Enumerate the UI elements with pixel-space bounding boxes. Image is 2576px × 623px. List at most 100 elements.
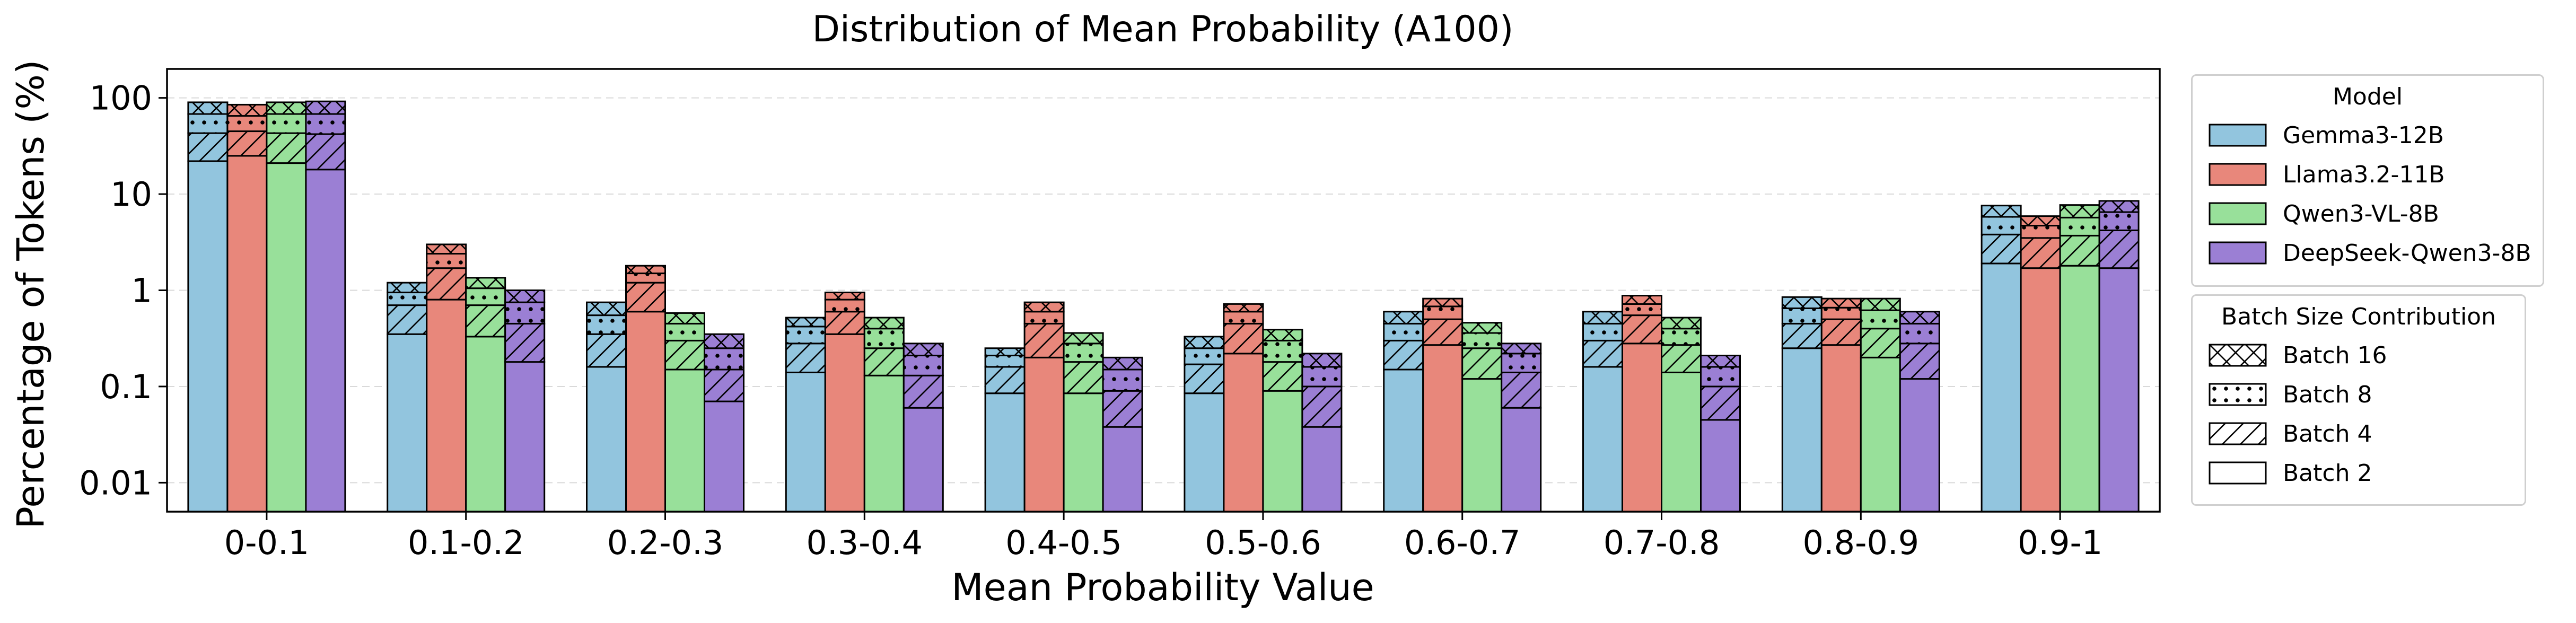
bar-segment (1301, 426, 1343, 513)
bar-segment (187, 160, 229, 513)
bar-hatch (1583, 311, 1623, 324)
bar-hatch (305, 114, 345, 134)
bar-hatch (1900, 323, 1940, 344)
bar-segment (504, 361, 546, 513)
model-legend: Model Gemma3-12B Llama3.2-11B Qwen3-VL-8B D… (2191, 74, 2544, 287)
bar-hatch (704, 369, 744, 402)
x-tick-label: 0.9-1 (2018, 523, 2102, 562)
bar-hatch (1064, 362, 1103, 393)
x-tick-label: 0.6-0.7 (1404, 523, 1521, 562)
bar-segment (1700, 419, 1741, 513)
bar-hatch (1861, 328, 1900, 358)
bar-segment (1582, 366, 1623, 513)
bar-hatch (2060, 235, 2100, 266)
bar-segment (1422, 344, 1464, 513)
bar-segment (785, 371, 826, 513)
bar-hatch (665, 313, 705, 324)
bar-segment (1860, 356, 1901, 513)
bar-hatch (786, 343, 826, 373)
bar-hatch (1782, 323, 1822, 348)
bar-hatch (466, 277, 505, 288)
bar-hatch (426, 253, 466, 268)
bar-hatch (1982, 234, 2021, 264)
batch-legend: Batch Size Contribution Batch 16 Batch 8 B… (2191, 294, 2526, 506)
bar-hatch (704, 334, 744, 348)
bar-hatch (825, 300, 865, 312)
bars (187, 100, 2140, 513)
x-tick-label: 0.1-0.2 (408, 523, 524, 562)
model-legend-title: Model (2332, 83, 2403, 110)
bar-hatch (387, 305, 427, 335)
bar-segment (305, 169, 346, 513)
bar-hatch (1184, 336, 1224, 348)
x-tick-label: 0.8-0.9 (1803, 523, 1920, 562)
bar-hatch (864, 328, 904, 348)
bar-hatch (1701, 355, 1740, 367)
legend-label: Batch 2 (2283, 459, 2372, 487)
bar-hatch (1821, 308, 1861, 320)
y-axis-label: Percentage of Tokens (%) (9, 60, 52, 529)
bar-hatch (1223, 304, 1263, 312)
bar-segment (1262, 390, 1303, 513)
model-legend-item: Llama3.2-11B (2193, 155, 2543, 194)
bar-segment (1622, 343, 1662, 513)
bar-hatch (825, 311, 865, 335)
bar-hatch (1661, 328, 1701, 345)
bar-hatch (786, 326, 826, 344)
bar-hatch (1782, 297, 1822, 309)
legend-swatch (2209, 241, 2267, 265)
bar-hatch (266, 102, 306, 115)
batch-legend-item: Batch 2 (2193, 453, 2525, 493)
bar-hatch (1423, 319, 1462, 345)
bar-hatch (2060, 205, 2100, 218)
bar-hatch (1622, 295, 1662, 304)
bar-hatch (864, 318, 904, 329)
bar-hatch (904, 355, 943, 376)
legend-swatch (2209, 344, 2267, 367)
model-legend-item: Qwen3-VL-8B (2193, 194, 2543, 233)
bar-hatch (586, 315, 626, 335)
bar-hatch (1900, 343, 1940, 379)
chart-title: Distribution of Mean Probability (A100) (812, 8, 1514, 50)
bar-hatch (1423, 306, 1462, 320)
bar-hatch (1782, 308, 1822, 324)
legend-swatch (2209, 163, 2267, 186)
x-tick-label: 0.3-0.4 (807, 523, 923, 562)
bar-segment (2020, 267, 2061, 513)
bar-hatch (1184, 364, 1224, 393)
bar-hatch (825, 292, 865, 300)
bar-hatch (1263, 329, 1302, 341)
bar-hatch (1861, 310, 1900, 329)
bar-segment (1461, 378, 1503, 513)
x-tick-label: 0.4-0.5 (1005, 523, 1122, 562)
bar-hatch (227, 104, 267, 116)
legend-swatch (2209, 202, 2267, 225)
bar-segment (984, 392, 1026, 513)
bar-hatch (2099, 230, 2139, 268)
bar-hatch (266, 133, 306, 163)
bar-segment (387, 333, 428, 513)
bar-hatch (626, 266, 665, 274)
bar-hatch (1383, 323, 1423, 341)
bar-hatch (1583, 340, 1623, 367)
bar-segment (465, 336, 506, 513)
bar-hatch (1462, 333, 1502, 348)
bar-hatch (1024, 311, 1064, 324)
x-tick-label: 0.7-0.8 (1604, 523, 1720, 562)
legend-label: Qwen3-VL-8B (2283, 200, 2439, 227)
bar-segment (1102, 426, 1143, 513)
bar-hatch (466, 305, 505, 337)
bar-hatch (1501, 372, 1541, 408)
bar-hatch (1024, 302, 1064, 312)
legend-label: Batch 16 (2283, 341, 2387, 369)
bar-segment (426, 299, 467, 513)
batch-legend-item: Batch 4 (2193, 414, 2525, 453)
bar-segment (1899, 378, 1940, 513)
bar-hatch (188, 102, 227, 115)
bar-hatch (1501, 353, 1541, 373)
y-tick-label: 10 (110, 175, 152, 214)
bar-hatch (626, 273, 665, 283)
bar-hatch (1661, 345, 1701, 373)
bar-hatch (1583, 323, 1623, 341)
bar-hatch (1462, 348, 1502, 379)
